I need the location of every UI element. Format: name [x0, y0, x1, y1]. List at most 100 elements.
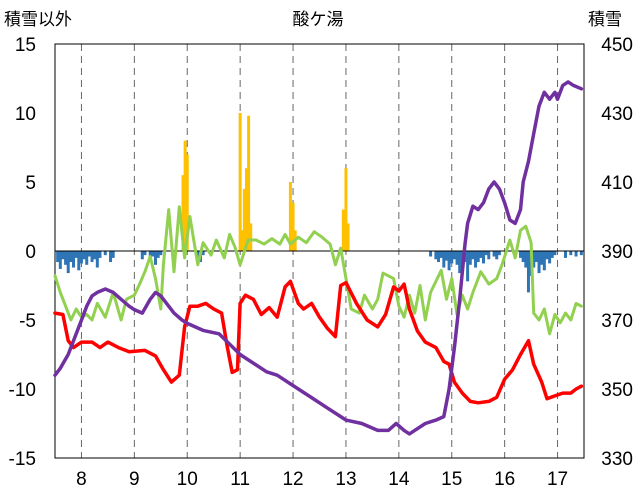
bar-1	[569, 251, 573, 256]
bar-1	[458, 251, 462, 274]
bar-1	[487, 251, 491, 260]
y2-tick-label: 410	[601, 173, 633, 194]
bar-0	[240, 230, 244, 251]
bar-1	[79, 251, 83, 264]
bar-1	[476, 251, 480, 263]
bar-1	[550, 251, 554, 258]
bar-0	[238, 113, 242, 251]
bar-1	[434, 251, 438, 260]
bar-1	[82, 251, 86, 260]
x-tick-label: 10	[177, 469, 198, 490]
bar-0	[244, 168, 248, 251]
bar-1	[156, 251, 160, 258]
bar-1	[526, 251, 530, 293]
left-axis-label: 積雪以外	[4, 10, 72, 30]
line-series	[53, 80, 584, 436]
bar-1	[455, 251, 459, 265]
bar-1	[553, 251, 557, 256]
bar-1	[74, 251, 78, 258]
bar-0	[183, 140, 187, 251]
y-tick-label: -10	[9, 380, 36, 401]
bar-1	[103, 251, 107, 256]
bar-1	[90, 251, 94, 263]
bar-1	[66, 251, 70, 274]
bar-0	[346, 223, 350, 251]
plot-frame	[54, 43, 585, 459]
bar-0	[341, 209, 345, 251]
bar-1	[579, 251, 583, 256]
bar-0	[344, 168, 348, 251]
x-tick-label: 8	[76, 469, 87, 490]
bar-1	[201, 251, 205, 256]
bar-1	[497, 251, 501, 256]
y-tick-label: -15	[9, 449, 36, 470]
series-line-0	[53, 80, 584, 436]
bar-0	[288, 182, 292, 251]
y2-tick-label: 430	[601, 104, 633, 125]
bar-1	[534, 251, 538, 263]
bar-0	[247, 115, 251, 251]
bar-1	[98, 251, 102, 258]
bar-1	[143, 251, 147, 256]
bar-1	[548, 251, 552, 264]
bar-1	[447, 251, 451, 271]
x-tick-label: 12	[282, 469, 303, 490]
bar-1	[545, 251, 549, 260]
bar-1	[444, 251, 448, 261]
bar-1	[519, 251, 523, 258]
x-tick-label: 13	[335, 469, 356, 490]
series-line-2	[53, 205, 583, 336]
left-axis-ticks: 15 10 5 0 -5 -10 -15	[9, 35, 36, 470]
bar-1	[58, 251, 62, 269]
right-axis-label: 積雪	[588, 10, 622, 30]
x-tick-label: 11	[230, 469, 250, 490]
y2-tick-label: 450	[601, 35, 633, 56]
y-tick-label: -5	[19, 311, 36, 332]
y-tick-label: 0	[25, 242, 36, 263]
bar-1	[521, 251, 525, 263]
bar-1	[72, 251, 76, 268]
y2-tick-label: 390	[601, 242, 633, 263]
bar-1	[429, 251, 433, 257]
bar-0	[181, 175, 185, 251]
bar-1	[151, 251, 155, 257]
bar-1	[492, 251, 496, 257]
bar-1	[540, 251, 544, 265]
bar-1	[95, 251, 99, 268]
bar-1	[471, 251, 475, 260]
series-line-1	[53, 279, 584, 405]
bar-1	[196, 251, 200, 258]
bar-1	[140, 251, 144, 260]
bar-1	[484, 251, 488, 256]
bar-1	[159, 251, 163, 256]
bar-1	[574, 251, 578, 257]
bar-0	[185, 154, 189, 251]
bar-1	[481, 251, 485, 264]
bar-1	[452, 251, 456, 260]
bar-1	[93, 251, 97, 260]
bar-1	[479, 251, 483, 258]
bar-1	[77, 251, 81, 271]
y2-tick-label: 330	[601, 449, 633, 470]
bar-1	[563, 251, 567, 258]
bar-1	[154, 251, 158, 265]
bar-1	[468, 251, 472, 265]
bar-1	[111, 251, 115, 258]
bar-1	[532, 251, 536, 268]
bar-1	[87, 251, 91, 257]
bar-1	[64, 251, 68, 265]
bar-1	[439, 251, 443, 258]
chart-title: 酸ケ湯	[293, 10, 344, 30]
x-tick-label: 17	[547, 469, 568, 490]
x-tick-label: 15	[441, 469, 462, 490]
bar-0	[291, 202, 295, 251]
x-tick-label: 14	[388, 469, 410, 490]
bar-1	[109, 251, 113, 263]
y-tick-label: 10	[15, 104, 36, 125]
bar-1	[495, 251, 499, 260]
x-tick-label: 16	[494, 469, 515, 490]
bar-1	[61, 251, 65, 260]
bar-series	[56, 113, 583, 293]
bar-1	[69, 251, 73, 263]
